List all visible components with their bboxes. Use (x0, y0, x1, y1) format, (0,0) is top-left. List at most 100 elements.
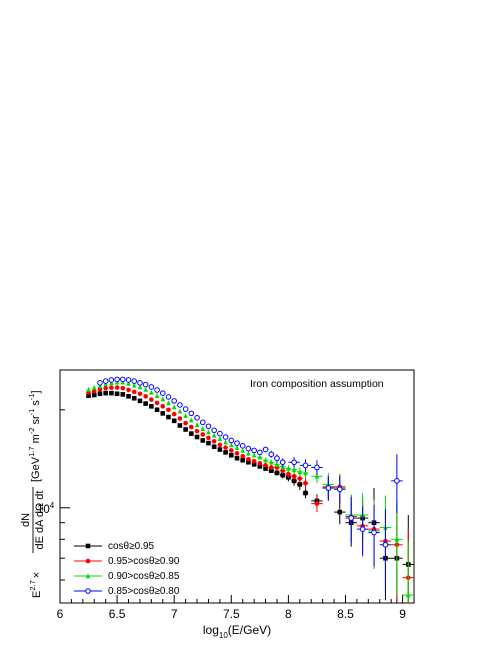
data-point (142, 381, 149, 388)
data-point (177, 416, 183, 421)
data-point (325, 485, 332, 491)
data-point (137, 384, 143, 390)
data-point (217, 447, 223, 452)
data-point (286, 471, 291, 477)
x-axis-label-sub: 10 (219, 631, 228, 640)
data-point (160, 403, 166, 409)
data-point (223, 439, 228, 445)
data-point (206, 429, 211, 435)
data-point (394, 536, 400, 542)
data-point (171, 398, 177, 404)
y-unit-exp1: 1.7 (27, 446, 36, 456)
data-point (205, 423, 212, 430)
legend-label-3: 0.85>cosθ≥0.80 (108, 586, 180, 597)
data-point (97, 380, 103, 386)
data-point (291, 459, 297, 466)
data-point (246, 456, 251, 462)
data-point (91, 392, 97, 398)
y-axis-label-units: [GeV1.7 m-2 sr-1 s-1] (27, 390, 42, 482)
data-point (246, 450, 251, 456)
data-point (143, 386, 148, 392)
data-point (126, 394, 131, 399)
data-point (280, 472, 285, 478)
data-point (148, 384, 155, 390)
data-point (200, 432, 206, 437)
data-point (154, 392, 160, 398)
data-point (102, 378, 109, 384)
data-point (234, 444, 240, 450)
data-point (394, 478, 400, 484)
data-point (177, 402, 183, 408)
y-times: × (31, 572, 43, 578)
data-point (165, 394, 172, 400)
data-point (263, 463, 268, 468)
data-point (189, 424, 194, 430)
data-point (143, 394, 148, 399)
data-point (274, 470, 280, 476)
data-point (228, 448, 234, 453)
y-tick-base: 10 (37, 504, 50, 516)
data-point (137, 380, 143, 386)
data-point (103, 390, 108, 396)
data-point (239, 443, 246, 449)
y-tick-exp: 4 (50, 501, 55, 510)
data-point (120, 392, 126, 397)
data-point (257, 464, 263, 469)
data-point (286, 465, 291, 471)
data-point (280, 468, 285, 473)
y-axis-label: E2.7× dN dE dA dΩ dt [GeV1.7 m-2 sr-1 s-… (20, 390, 46, 598)
y-unit-close: ] (30, 390, 42, 393)
data-point (126, 387, 131, 393)
data-point (114, 376, 120, 383)
data-point (274, 461, 280, 467)
data-point (160, 396, 166, 402)
data-point (240, 453, 246, 459)
data-point (246, 459, 251, 465)
data-point (91, 384, 97, 390)
data-point (314, 473, 320, 479)
data-point (177, 408, 183, 414)
x-tick-label-1: 6.5 (109, 607, 126, 621)
data-point (120, 385, 126, 391)
legend-symbol-1 (74, 558, 102, 564)
y-factor-exp: 2.7 (28, 580, 37, 590)
data-point (262, 446, 269, 453)
y-unit-open: [GeV (30, 456, 42, 482)
data-point (337, 509, 343, 515)
data-point (303, 470, 308, 476)
data-point (166, 407, 171, 413)
legend-entry-2: 0.90>cosθ≥0.85 (74, 571, 180, 582)
data-point (125, 377, 132, 383)
legend: cosθ≥0.95 0.95>cosθ≥0.90 0.90>cosθ≥0.85 … (74, 541, 180, 597)
data-point (194, 414, 200, 421)
data-point (109, 390, 114, 396)
legend-entry-3: 0.85>cosθ≥0.80 (74, 586, 180, 597)
data-point (371, 529, 377, 536)
legend-symbol-3 (74, 588, 102, 594)
data-point (97, 391, 103, 397)
data-point (154, 400, 160, 406)
x-axis-label-main: log (203, 623, 219, 637)
data-point (297, 469, 303, 475)
y-unit-m: m (30, 434, 42, 446)
data-point (206, 435, 211, 441)
data-point (103, 385, 108, 391)
data-point (211, 444, 217, 450)
x-tick-label-2: 7 (171, 607, 178, 621)
data-point (149, 389, 154, 395)
data-point (382, 541, 389, 548)
x-tick-label-0: 6 (57, 607, 64, 621)
data-point (303, 490, 308, 496)
data-point (274, 455, 280, 462)
data-point (257, 460, 263, 466)
legend-marker (85, 588, 91, 594)
data-point (223, 450, 228, 455)
data-point (108, 377, 115, 383)
data-point (131, 389, 137, 395)
data-point (234, 455, 240, 461)
data-point (97, 387, 103, 392)
y-frac-num: dN (20, 513, 32, 527)
data-point (314, 501, 320, 506)
data-point (291, 473, 297, 479)
data-point (177, 423, 183, 428)
